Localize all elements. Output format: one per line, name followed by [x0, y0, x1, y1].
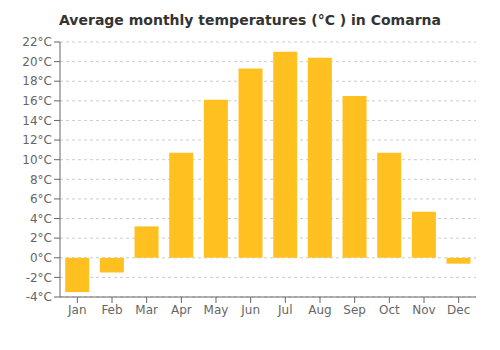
svg-text:Jan: Jan	[67, 303, 87, 317]
svg-text:22°C: 22°C	[22, 35, 52, 49]
svg-text:20°C: 20°C	[22, 55, 52, 69]
svg-text:Jun: Jun	[240, 303, 260, 317]
svg-text:0°C: 0°C	[30, 251, 52, 265]
svg-text:Apr: Apr	[171, 303, 192, 317]
svg-text:Jul: Jul	[277, 303, 292, 317]
svg-text:18°C: 18°C	[22, 74, 52, 88]
svg-text:6°C: 6°C	[30, 192, 52, 206]
svg-text:May: May	[204, 303, 229, 317]
svg-text:10°C: 10°C	[22, 153, 52, 167]
svg-text:8°C: 8°C	[30, 173, 52, 187]
svg-text:Feb: Feb	[101, 303, 122, 317]
svg-text:-2°C: -2°C	[26, 271, 52, 285]
html-text:Average monthly temperatures (: Average monthly temperatures (°C ) in Co…	[59, 12, 441, 28]
svg-text:Mar: Mar	[135, 303, 158, 317]
svg-text:Sep: Sep	[343, 303, 366, 317]
svg-text:Aug: Aug	[308, 303, 331, 317]
svg-text:12°C: 12°C	[22, 133, 52, 147]
svg-text:Oct: Oct	[379, 303, 400, 317]
svg-text:-4°C: -4°C	[26, 290, 52, 304]
svg-text:Nov: Nov	[412, 303, 435, 317]
svg-text:14°C: 14°C	[22, 114, 52, 128]
svg-text:16°C: 16°C	[22, 94, 52, 108]
svg-text:Dec: Dec	[447, 303, 470, 317]
svg-text:2°C: 2°C	[30, 231, 52, 245]
svg-text:4°C: 4°C	[30, 212, 52, 226]
